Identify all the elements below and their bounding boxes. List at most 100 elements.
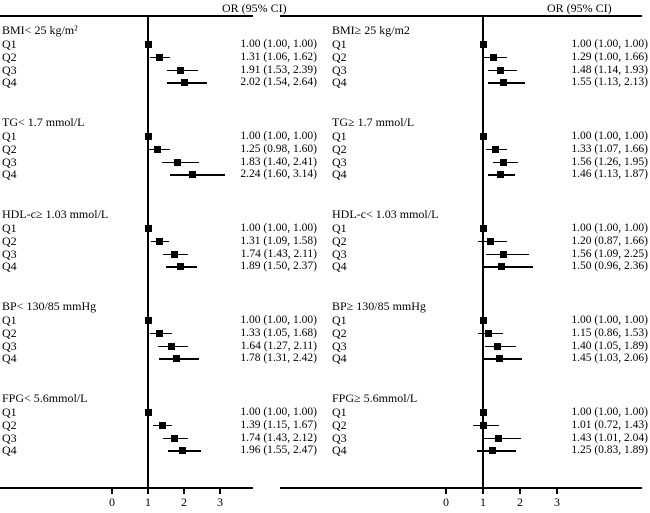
- quartile-label: Q2: [2, 417, 17, 432]
- axis-tick: [219, 488, 221, 494]
- axis-tick: [482, 488, 484, 494]
- or-ci-value: 1.00 (1.00, 1.00): [571, 38, 648, 50]
- axis-line-right: [280, 487, 642, 489]
- or-marker: [153, 145, 161, 153]
- axis-line-left: [0, 487, 253, 489]
- ci-whisker: [481, 266, 534, 268]
- or-ci-value: 1.43 (1.01, 2.04): [571, 431, 648, 444]
- quartile-label: Q3: [2, 246, 17, 261]
- or-ci-value: 1.83 (1.40, 2.41): [240, 155, 317, 168]
- or-ci-value: 1.56 (1.09, 2.25): [571, 247, 648, 260]
- axis-tick: [147, 488, 149, 494]
- quartile-label: Q4: [332, 167, 347, 182]
- quartile-label: Q1: [332, 129, 347, 143]
- axis-tick: [519, 488, 521, 494]
- or-ci-value: 1.91 (1.53, 2.39): [240, 63, 317, 76]
- axis-tick-label: 2: [181, 495, 187, 509]
- quartile-label: Q3: [332, 62, 347, 77]
- quartile-label: Q2: [2, 141, 17, 156]
- or-ci-value: 1.29 (1.00, 1.66): [571, 50, 648, 63]
- quartile-label: Q2: [332, 417, 347, 432]
- quartile-label: Q2: [2, 49, 17, 64]
- or-marker: [144, 409, 152, 416]
- group-label: FPG< 5.6mmol/L: [2, 391, 88, 405]
- or-marker: [479, 421, 487, 429]
- or-marker: [486, 237, 494, 245]
- or-ci-value: 1.50 (0.96, 2.36): [571, 260, 648, 273]
- or-ci-value: 1.01 (0.72, 1.43): [571, 418, 648, 431]
- or-ci-value: 1.00 (1.00, 1.00): [240, 406, 317, 418]
- quartile-label: Q4: [2, 351, 17, 366]
- group-label: BP≥ 130/85 mmHg: [332, 299, 426, 313]
- or-ci-value: 1.00 (1.00, 1.00): [240, 314, 317, 326]
- quartile-label: Q1: [2, 405, 17, 419]
- or-ci-value: 1.55 (1.13, 2.13): [571, 76, 648, 89]
- or-ci-value: 1.25 (0.98, 1.60): [240, 142, 317, 155]
- or-marker: [479, 133, 487, 140]
- axis-tick-label: 0: [109, 495, 115, 509]
- or-ci-value: 1.64 (1.27, 2.11): [240, 339, 317, 352]
- or-ci-value: 1.00 (1.00, 1.00): [571, 314, 648, 326]
- quartile-label: Q1: [2, 37, 17, 51]
- axis-tick-label: 1: [145, 495, 151, 509]
- quartile-label: Q2: [332, 233, 347, 248]
- or-marker: [179, 447, 187, 455]
- group-label: BMI≥ 25 kg/m2: [332, 23, 410, 37]
- or-ci-column-header-left: OR (95% CI): [222, 1, 287, 15]
- or-marker: [485, 329, 493, 337]
- or-marker: [479, 225, 487, 232]
- or-ci-value: 1.33 (1.05, 1.68): [240, 326, 317, 339]
- or-marker: [167, 342, 175, 350]
- quartile-label: Q1: [2, 129, 17, 143]
- quartile-label: Q1: [332, 221, 347, 235]
- quartile-label: Q3: [332, 430, 347, 445]
- group-label: TG< 1.7 mmol/L: [2, 115, 85, 129]
- axis-tick-label: 3: [554, 495, 560, 509]
- or-ci-value: 1.56 (1.26, 1.95): [571, 155, 648, 168]
- quartile-label: Q3: [332, 338, 347, 353]
- or-ci-value: 1.00 (1.00, 1.00): [240, 38, 317, 50]
- ci-whisker: [169, 174, 226, 176]
- group-label: FPG≥ 5.6mmol/L: [332, 391, 418, 405]
- or-marker: [156, 329, 164, 337]
- or-ci-value: 1.00 (1.00, 1.00): [571, 130, 648, 142]
- or-marker: [490, 53, 498, 61]
- or-marker: [491, 145, 499, 153]
- or-ci-value: 2.24 (1.60, 3.14): [240, 168, 317, 181]
- quartile-label: Q2: [2, 325, 17, 340]
- quartile-label: Q3: [2, 430, 17, 445]
- or-marker: [500, 158, 508, 166]
- quartile-label: Q3: [2, 154, 17, 169]
- quartile-label: Q4: [332, 75, 347, 90]
- or-marker: [172, 355, 180, 363]
- or-ci-value: 1.74 (1.43, 2.11): [240, 247, 317, 260]
- or-marker: [171, 434, 179, 442]
- or-marker: [144, 133, 152, 140]
- quartile-label: Q4: [332, 351, 347, 366]
- quartile-label: Q2: [2, 233, 17, 248]
- or-marker: [181, 79, 189, 87]
- or-marker: [174, 158, 182, 166]
- quartile-label: Q1: [2, 313, 17, 327]
- or-marker: [144, 41, 152, 48]
- or-marker: [488, 447, 496, 455]
- or-marker: [496, 171, 504, 179]
- axis-tick: [183, 488, 185, 494]
- or-ci-value: 1.31 (1.09, 1.58): [240, 234, 317, 247]
- group-label: HDL-c≥ 1.03 mmol/L: [2, 207, 109, 221]
- or-marker: [189, 171, 197, 179]
- or-ci-value: 1.15 (0.86, 1.53): [571, 326, 648, 339]
- or-marker: [144, 225, 152, 232]
- or-ci-value: 1.39 (1.15, 1.67): [240, 418, 317, 431]
- or-marker: [495, 434, 503, 442]
- or-ci-value: 1.00 (1.00, 1.00): [571, 222, 648, 234]
- top-rule-left: [0, 15, 253, 17]
- top-rule-right: [280, 15, 642, 17]
- or-ci-value: 1.00 (1.00, 1.00): [240, 130, 317, 142]
- or-ci-value: 1.00 (1.00, 1.00): [240, 222, 317, 234]
- or-ci-value: 1.40 (1.05, 1.89): [571, 339, 648, 352]
- quartile-label: Q3: [332, 154, 347, 169]
- or-marker: [499, 79, 507, 87]
- or-marker: [498, 263, 505, 271]
- or-marker: [177, 66, 185, 74]
